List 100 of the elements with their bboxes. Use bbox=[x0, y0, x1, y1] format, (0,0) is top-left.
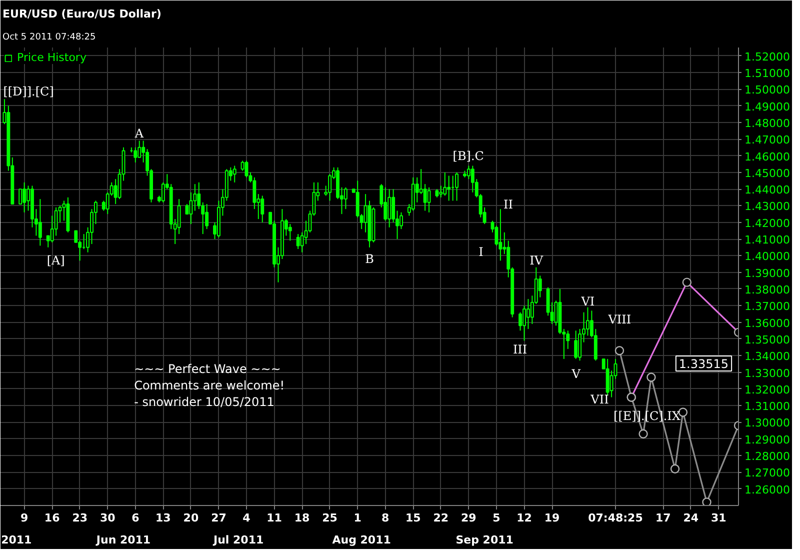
candlestick bbox=[388, 188, 392, 228]
y-tick-label: 1.30000 bbox=[744, 416, 790, 430]
candlestick bbox=[439, 185, 443, 198]
x-tick-label: 9 bbox=[20, 512, 28, 524]
x-tick-label: 8 bbox=[382, 512, 390, 524]
candlestick bbox=[392, 188, 396, 223]
candlestick bbox=[134, 146, 138, 163]
x-tick-label: 22 bbox=[433, 512, 449, 524]
point bbox=[646, 372, 656, 382]
candlestick bbox=[427, 186, 431, 213]
candlestick bbox=[288, 224, 292, 242]
y-tick-label: 1.26000 bbox=[744, 483, 790, 496]
legend-label: Price History bbox=[17, 51, 86, 64]
candlestick bbox=[384, 186, 388, 222]
y-tick-label: 1.42000 bbox=[744, 216, 790, 230]
candlestick bbox=[574, 330, 578, 360]
x-tick-label: 25 bbox=[322, 512, 338, 524]
annotation: V bbox=[570, 367, 581, 382]
point bbox=[614, 346, 624, 356]
x-tick-label: 4 bbox=[242, 512, 251, 524]
y-tick-label: 1.45000 bbox=[744, 166, 790, 180]
x2-tick-label: Sep 2011 bbox=[456, 534, 514, 546]
y-tick-label: 1.32000 bbox=[744, 383, 790, 396]
x-tick-label: 18 bbox=[294, 512, 310, 524]
chart-title: EUR/USD (Euro/US Dollar) bbox=[2, 8, 162, 20]
x-tick-label: 11 bbox=[266, 512, 282, 524]
annotation: [[E]].[C].IX bbox=[614, 409, 681, 424]
x-tick-label: 24 bbox=[683, 512, 699, 524]
annotation: Comments are welcome! bbox=[134, 378, 285, 393]
annotation: B bbox=[365, 252, 374, 266]
y-tick-label: 1.44000 bbox=[744, 184, 790, 197]
y-tick-label: 1.40000 bbox=[744, 250, 790, 264]
y-tick-label: 1.52000 bbox=[744, 50, 790, 64]
candlestick bbox=[177, 198, 181, 235]
x-tick-label: 07:48:25 bbox=[588, 512, 643, 524]
annotation: A bbox=[134, 126, 144, 141]
candlestick bbox=[205, 204, 209, 230]
x-tick-label: 16 bbox=[44, 512, 60, 524]
candlestick bbox=[466, 165, 470, 180]
point bbox=[702, 498, 712, 506]
x-tick-label: 5 bbox=[492, 512, 500, 524]
chart-subtitle: Oct 5 2011 07:48:25 bbox=[2, 32, 96, 42]
y-tick-label: 1.47000 bbox=[744, 134, 790, 147]
y-tick-label: 1.31000 bbox=[744, 400, 790, 414]
x-tick-label: 19 bbox=[544, 512, 560, 524]
x-tick-label: 15 bbox=[405, 512, 421, 524]
candlestick bbox=[455, 172, 459, 202]
y-tick-label: 1.38000 bbox=[744, 283, 790, 296]
x-tick-label: 20 bbox=[183, 512, 199, 524]
candlestick bbox=[447, 175, 451, 202]
candlestick bbox=[498, 208, 502, 262]
candlestick bbox=[252, 176, 256, 210]
x-tick-label: 27 bbox=[211, 512, 226, 524]
y-tick-label: 1.37000 bbox=[744, 300, 790, 314]
y-tick-label: 1.51000 bbox=[744, 66, 790, 80]
x2-tick-label: Aug 2011 bbox=[332, 534, 391, 546]
candlestick bbox=[526, 298, 530, 330]
candlestick bbox=[328, 174, 332, 202]
y-tick-label: 1.36000 bbox=[744, 316, 790, 330]
y-tick-label: 1.35000 bbox=[744, 333, 790, 346]
annotation: IV bbox=[530, 253, 544, 268]
annotation: II bbox=[504, 198, 514, 212]
x-tick-label: 6 bbox=[132, 512, 140, 524]
candlestick bbox=[232, 165, 236, 183]
point bbox=[638, 429, 648, 438]
y-tick-label: 1.49000 bbox=[744, 100, 790, 114]
y-tick-label: 1.28000 bbox=[744, 450, 790, 464]
candlestick bbox=[423, 184, 427, 212]
annotation: - snowrider 10/05/2011 bbox=[134, 394, 274, 409]
y-tick-label: 1.50000 bbox=[744, 84, 790, 97]
annotation: ~~~ Perfect Wave ~~~ bbox=[134, 362, 281, 376]
x-tick-label: 17 bbox=[655, 512, 671, 524]
annotation: VIII bbox=[607, 312, 632, 327]
annotation: III bbox=[512, 342, 528, 356]
y-tick-label: 1.27000 bbox=[744, 466, 790, 480]
candlestick bbox=[443, 172, 447, 196]
annotation: I bbox=[478, 245, 484, 260]
annotation: VI bbox=[580, 294, 595, 309]
y-tick-label: 1.39000 bbox=[744, 266, 790, 280]
candlestick bbox=[260, 195, 264, 223]
x-tick-label: 31 bbox=[711, 512, 726, 524]
point bbox=[670, 464, 680, 474]
y-tick-label: 1.29000 bbox=[744, 433, 790, 446]
candlestick bbox=[344, 186, 348, 210]
candlestick bbox=[22, 182, 26, 213]
x-tick-label: 29 bbox=[461, 512, 476, 524]
annotation: [[D]].[C] bbox=[3, 84, 54, 98]
x2-tick-label: Jun 2011 bbox=[95, 534, 151, 546]
annotation: [A] bbox=[46, 253, 65, 268]
candlestick bbox=[185, 204, 189, 215]
x-tick-label: 23 bbox=[72, 512, 88, 524]
y-tick-label: 1.41000 bbox=[744, 234, 790, 247]
annotation: VII bbox=[590, 392, 610, 407]
y-tick-label: 1.48000 bbox=[744, 116, 790, 130]
x-tick-label: 13 bbox=[156, 512, 171, 524]
y-tick-label: 1.34000 bbox=[744, 350, 790, 364]
candlestick bbox=[578, 328, 582, 362]
y-tick-label: 1.33000 bbox=[744, 366, 790, 380]
y-tick-label: 1.46000 bbox=[744, 150, 790, 164]
x-tick-label: 30 bbox=[100, 512, 116, 524]
